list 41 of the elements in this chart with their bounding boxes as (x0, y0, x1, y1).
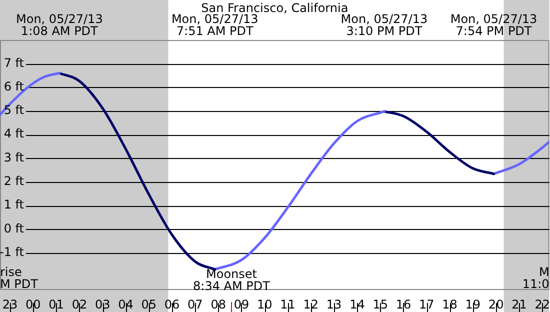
x-tick-label: 03 (94, 297, 110, 312)
x-tick-label: 02 (72, 297, 88, 312)
text: Mon, 05/27/13 7:54 PM PDT (450, 12, 538, 38)
x-tick-label: 22 (534, 297, 550, 312)
x-tick-label: 08 (210, 297, 226, 312)
x-tick-label: 11 (280, 297, 296, 312)
x-tick-label: 16 (396, 297, 412, 312)
x-tick-label: 00 (26, 297, 41, 312)
y-tick-label: 5 ft (4, 103, 24, 118)
annotation: rise M PDT (0, 265, 39, 291)
x-tick-label: 20 (488, 297, 504, 312)
x-tick-label: 09 (234, 297, 250, 312)
text: Mon, 05/27/13 3:10 PM PDT (340, 12, 428, 38)
text: Mon, 05/27/13 7:51 AM PDT (171, 12, 258, 38)
x-tick-label: 12 (303, 297, 319, 312)
x-tick-label: 10 (256, 297, 272, 312)
x-tick-label: 04 (118, 297, 134, 312)
y-tick-label: 6 ft (4, 79, 24, 94)
chart-title: San Francisco, California (201, 1, 348, 15)
x-tick-label: 19 (465, 297, 481, 312)
y-tick-label: 7 ft (4, 56, 24, 70)
y-tick-label: 3 ft (4, 150, 24, 164)
x-tick-label: 07 (188, 297, 203, 312)
x-tick-label: 06 (164, 297, 180, 312)
x-tick-label: 14 (350, 297, 365, 312)
y-tick-label: 1 ft (4, 198, 24, 212)
x-tick-label: 13 (326, 297, 342, 312)
x-tick-label: 21 (512, 297, 527, 312)
x-tick-label: 01 (48, 297, 64, 312)
annotation: M 11:0 (522, 265, 550, 291)
y-tick-label: 0 ft (4, 221, 24, 236)
y-tick-label: -1 ft (0, 244, 24, 259)
ref-line-label: Moonset 8:34 AM PDT (193, 267, 271, 293)
x-tick-label: 17 (419, 297, 434, 312)
text: Mon, 05/27/13 1:08 AM PDT (16, 12, 103, 38)
y-tick-label: 4 ft (4, 126, 24, 141)
x-tick-label: 23 (2, 297, 18, 312)
y-tick-label: 2 ft (4, 174, 24, 188)
x-tick-label: 18 (442, 297, 458, 312)
x-tick-label: 05 (141, 297, 157, 312)
x-tick-label: 15 (372, 297, 388, 312)
